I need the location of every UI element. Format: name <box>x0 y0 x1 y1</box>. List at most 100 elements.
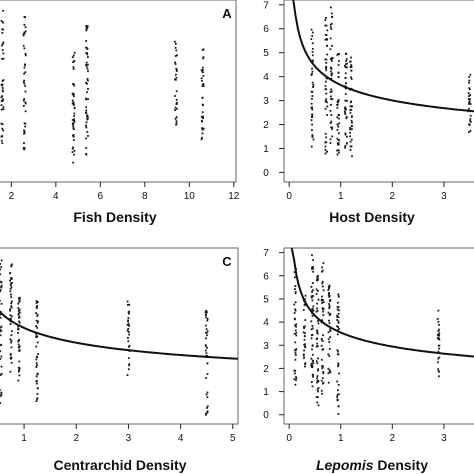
data-point <box>2 28 4 31</box>
data-point <box>337 393 340 396</box>
data-point <box>35 333 37 336</box>
data-point <box>23 142 25 144</box>
data-point <box>205 328 208 331</box>
data-point <box>85 27 88 30</box>
data-point <box>204 311 207 314</box>
data-point <box>316 377 319 380</box>
data-point <box>18 374 21 377</box>
data-point <box>338 151 340 154</box>
data-point <box>86 52 88 55</box>
data-point <box>22 80 25 83</box>
data-point <box>1 31 4 34</box>
data-point <box>22 44 25 47</box>
data-point <box>9 284 12 286</box>
data-point <box>310 285 313 288</box>
data-point <box>206 346 208 349</box>
data-point <box>17 328 20 330</box>
data-point <box>205 310 207 313</box>
data-point <box>0 44 3 47</box>
data-point <box>128 312 130 315</box>
y-tick-label: 1 <box>263 387 269 398</box>
data-point <box>293 378 296 381</box>
x-tick-label: 2 <box>390 433 396 444</box>
data-point <box>304 363 306 365</box>
data-point <box>35 306 38 308</box>
data-point <box>72 101 75 104</box>
data-point <box>345 117 348 120</box>
data-point <box>325 69 328 72</box>
data-point <box>328 305 331 307</box>
data-point <box>310 364 313 367</box>
data-point <box>317 357 319 360</box>
data-point <box>304 304 307 307</box>
y-tick-label: 3 <box>263 96 269 107</box>
data-point <box>294 291 297 293</box>
data-point <box>35 325 37 327</box>
data-point <box>0 334 2 337</box>
data-point <box>331 126 334 129</box>
data-point <box>345 108 347 111</box>
data-point <box>326 101 328 104</box>
data-point <box>337 53 339 55</box>
data-point <box>316 309 319 312</box>
data-point <box>1 42 4 45</box>
data-point <box>127 368 130 371</box>
data-point <box>336 306 339 309</box>
data-point <box>0 391 3 394</box>
data-point <box>311 129 313 131</box>
data-point <box>86 82 88 85</box>
data-point <box>126 304 129 306</box>
data-point <box>337 383 340 386</box>
data-point <box>23 130 26 133</box>
data-point <box>175 49 178 52</box>
data-point <box>37 353 40 356</box>
x-tick-label: 6 <box>98 191 104 202</box>
data-point <box>344 145 347 147</box>
data-point <box>72 134 74 137</box>
data-point <box>201 127 203 129</box>
data-point <box>311 290 313 293</box>
data-point <box>36 398 38 401</box>
data-point <box>325 34 328 36</box>
data-point <box>10 315 13 318</box>
data-point <box>85 65 88 68</box>
data-point <box>18 369 20 372</box>
data-point <box>206 354 209 357</box>
data-point <box>329 23 332 26</box>
data-point <box>17 343 20 346</box>
data-point <box>23 98 26 100</box>
data-point <box>336 389 339 392</box>
data-point <box>337 405 340 407</box>
data-point <box>330 114 333 116</box>
data-point <box>321 340 324 342</box>
data-point <box>330 59 333 62</box>
data-point <box>344 93 347 95</box>
data-point <box>316 362 319 365</box>
data-point <box>310 38 313 41</box>
data-point <box>350 77 353 80</box>
data-point <box>201 85 204 87</box>
panel-1: 2 4 6 8 10 12 A Fish Density <box>0 0 240 225</box>
data-point <box>23 132 25 135</box>
data-point <box>0 286 3 289</box>
data-point <box>71 99 74 102</box>
data-point <box>322 348 325 351</box>
data-point <box>467 131 470 134</box>
data-point <box>24 71 27 74</box>
data-point <box>35 375 38 378</box>
data-point <box>338 309 340 312</box>
data-point <box>293 303 296 306</box>
data-point <box>202 127 205 130</box>
data-point <box>1 95 4 98</box>
data-point <box>1 80 4 82</box>
data-point <box>86 56 89 58</box>
y-tick-label: 4 <box>263 72 269 83</box>
data-point <box>204 413 207 416</box>
data-point <box>344 72 347 75</box>
data-point <box>9 279 11 282</box>
data-point <box>126 329 129 332</box>
data-point <box>86 26 89 29</box>
data-point <box>10 293 12 296</box>
data-point <box>331 135 334 138</box>
data-point <box>23 148 26 151</box>
